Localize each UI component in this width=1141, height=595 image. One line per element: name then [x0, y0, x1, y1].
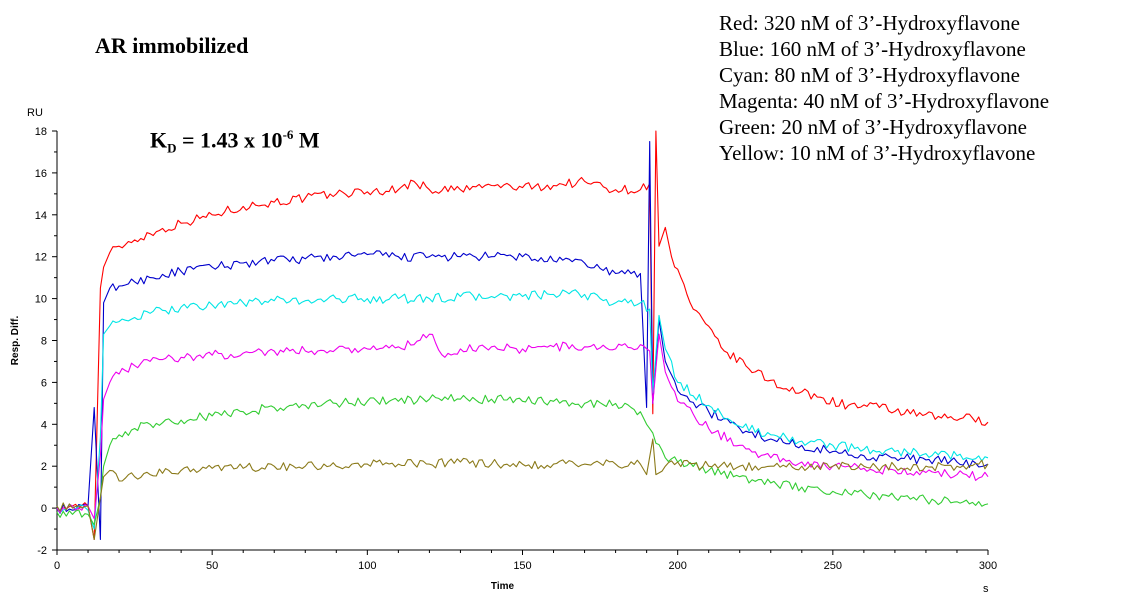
series-lines — [56, 130, 989, 541]
x-tick-label: 0 — [54, 560, 60, 572]
y-tick-label: 14 — [35, 210, 47, 222]
y-tick-label: 16 — [35, 168, 47, 180]
x-tick-label: 50 — [206, 560, 218, 572]
x-tick-label: 100 — [358, 560, 376, 572]
y-tick-label: 2 — [41, 461, 47, 473]
page-title: AR immobilized — [95, 33, 249, 58]
kd-subscript: D — [167, 140, 177, 156]
series-line-6 — [56, 438, 989, 541]
y-tick-label: 8 — [41, 336, 47, 348]
legend-entry-magenta: Magenta: 40 nM of 3’-Hydroxyflavone — [719, 89, 1050, 113]
series-line-1 — [56, 130, 989, 541]
x-unit-label: s — [983, 583, 989, 595]
y-tick-label: 10 — [35, 294, 47, 306]
legend-entry-blue: Blue: 160 nM of 3’-Hydroxyflavone — [719, 37, 1026, 61]
series-line-2 — [56, 140, 989, 541]
y-unit-label: RU — [27, 107, 43, 119]
kd-value: = 1.43 x 10 — [176, 127, 283, 153]
legend-entry-red: Red: 320 nM of 3’-Hydroxyflavone — [719, 11, 1020, 35]
legend-entry-cyan: Cyan: 80 nM of 3’-Hydroxyflavone — [719, 63, 1020, 87]
y-tick-label: 4 — [41, 419, 47, 431]
y-tick-label: 0 — [41, 503, 47, 515]
kd-label: KD = 1.43 x 10-6 M — [150, 127, 320, 157]
y-tick-label: 18 — [35, 126, 47, 138]
legend-entry-green: Green: 20 nM of 3’-Hydroxyflavone — [719, 115, 1027, 139]
kd-exponent: -6 — [282, 127, 294, 142]
legend-entry-yellow: Yellow: 10 nM of 3’-Hydroxyflavone — [719, 141, 1036, 165]
kd-prefix: K — [150, 127, 168, 153]
x-tick-label: 300 — [979, 560, 997, 572]
x-axis-title: Time — [491, 581, 515, 592]
x-tick-label: 150 — [513, 560, 531, 572]
y-tick-label: 6 — [41, 377, 47, 389]
y-tick-label: 12 — [35, 252, 47, 264]
y-axis-title: Resp. Diff. — [10, 316, 21, 366]
x-tick-label: 200 — [668, 560, 686, 572]
axes: -2 0 2 4 6 8 10 12 14 16 18 0 50 100 150 200 250 300 — [35, 126, 997, 572]
legend: Red: 320 nM of 3’-Hydroxyflavone Blue: 1… — [719, 10, 1049, 166]
kd-unit: M — [293, 127, 320, 153]
series-line-4 — [56, 333, 989, 520]
axis-labels: RU s Time Resp. Diff. — [10, 107, 989, 595]
series-line-3 — [56, 289, 989, 530]
y-tick-label: -2 — [37, 545, 47, 557]
series-line-5 — [56, 393, 989, 526]
x-tick-label: 250 — [824, 560, 842, 572]
